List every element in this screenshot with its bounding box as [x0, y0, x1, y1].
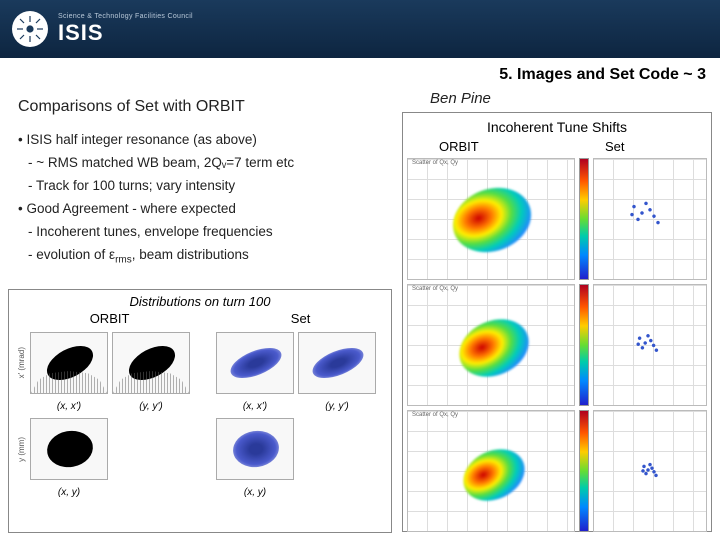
plot-orbit-xx	[30, 332, 108, 394]
tune-orbit-3: Scatter of Qx, Qy	[407, 410, 575, 532]
colorbar-1	[579, 158, 589, 280]
axis-v-2: y (mm)	[17, 437, 26, 462]
tune-row-3: Scatter of Qx, Qy	[407, 410, 707, 532]
tune-label-set: Set	[581, 139, 707, 154]
bullet-6-pre: - evolution of ε	[28, 247, 115, 262]
plot-orbit-xy	[30, 418, 108, 480]
axis-orbit-yy: (y, y')	[139, 401, 162, 412]
bullet-6-sub: rms	[115, 254, 132, 265]
bullet-6: - evolution of εrms, beam distributions	[18, 245, 378, 268]
axis-set-yy: (y, y')	[325, 401, 348, 412]
bullet-3: - Track for 100 turns; vary intensity	[18, 176, 378, 197]
tune-caption-1: Scatter of Qx, Qy	[412, 160, 458, 166]
tune-row-2: Scatter of Qx, Qy	[407, 284, 707, 406]
tune-set-3	[593, 410, 707, 532]
tune-label-orbit: ORBIT	[407, 139, 581, 154]
section-title: 5. Images and Set Code ~ 3	[499, 66, 706, 84]
header-bar: Science & Technology Facilities Council …	[0, 0, 720, 58]
tune-caption-2: Scatter of Qx, Qy	[412, 286, 458, 292]
logo-text: Science & Technology Facilities Council …	[58, 13, 193, 46]
dist-label-set: Set	[291, 311, 311, 326]
slide-subtitle: Comparisons of Set with ORBIT	[18, 98, 245, 116]
tune-orbit-1: Scatter of Qx, Qy	[407, 158, 575, 280]
bullet-5: - Incoherent tunes, envelope frequencies	[18, 222, 378, 243]
bullet-1: • ISIS half integer resonance (as above)	[18, 130, 378, 151]
isis-logo-icon	[12, 11, 48, 47]
distributions-grid: x' (mrad) (x, x') (y, y') (x, x') (y, y'…	[9, 326, 391, 500]
axis-set-xy: (x, y)	[244, 487, 266, 498]
tune-shifts-panel: Incoherent Tune Shifts ORBIT Set Scatter…	[402, 112, 712, 532]
plot-set-xy	[216, 418, 294, 480]
bullet-4: • Good Agreement - where expected	[18, 199, 378, 220]
plot-orbit-yy	[112, 332, 190, 394]
tune-caption-3: Scatter of Qx, Qy	[412, 412, 458, 418]
logo-area: Science & Technology Facilities Council …	[12, 11, 193, 47]
author-name: Ben Pine	[430, 90, 491, 107]
plot-set-xx	[216, 332, 294, 394]
axis-orbit-xx: (x, x')	[57, 401, 81, 412]
distributions-panel: Distributions on turn 100 ORBIT Set x' (…	[8, 289, 392, 533]
bullet-list: • ISIS half integer resonance (as above)…	[18, 130, 378, 270]
axis-orbit-xy: (x, y)	[58, 487, 80, 498]
distributions-title: Distributions on turn 100	[9, 290, 391, 309]
bullet-6-post: , beam distributions	[132, 247, 249, 262]
tune-row-1: Scatter of Qx, Qy	[407, 158, 707, 280]
tune-set-1	[593, 158, 707, 280]
dist-label-orbit: ORBIT	[90, 311, 130, 326]
council-label: Science & Technology Facilities Council	[58, 13, 193, 20]
axis-set-xx: (x, x')	[243, 401, 267, 412]
distributions-col-labels: ORBIT Set	[9, 311, 391, 326]
bullet-2: - ~ RMS matched WB beam, 2Qᵥ=7 term etc	[18, 153, 378, 174]
colorbar-2	[579, 284, 589, 406]
plot-set-yy	[298, 332, 376, 394]
facility-label: ISIS	[58, 20, 193, 46]
tune-orbit-2: Scatter of Qx, Qy	[407, 284, 575, 406]
tune-col-labels: ORBIT Set	[407, 139, 707, 154]
tune-set-2	[593, 284, 707, 406]
axis-v-1: x' (mrad)	[17, 347, 26, 378]
colorbar-3	[579, 410, 589, 532]
tune-shifts-title: Incoherent Tune Shifts	[407, 119, 707, 135]
